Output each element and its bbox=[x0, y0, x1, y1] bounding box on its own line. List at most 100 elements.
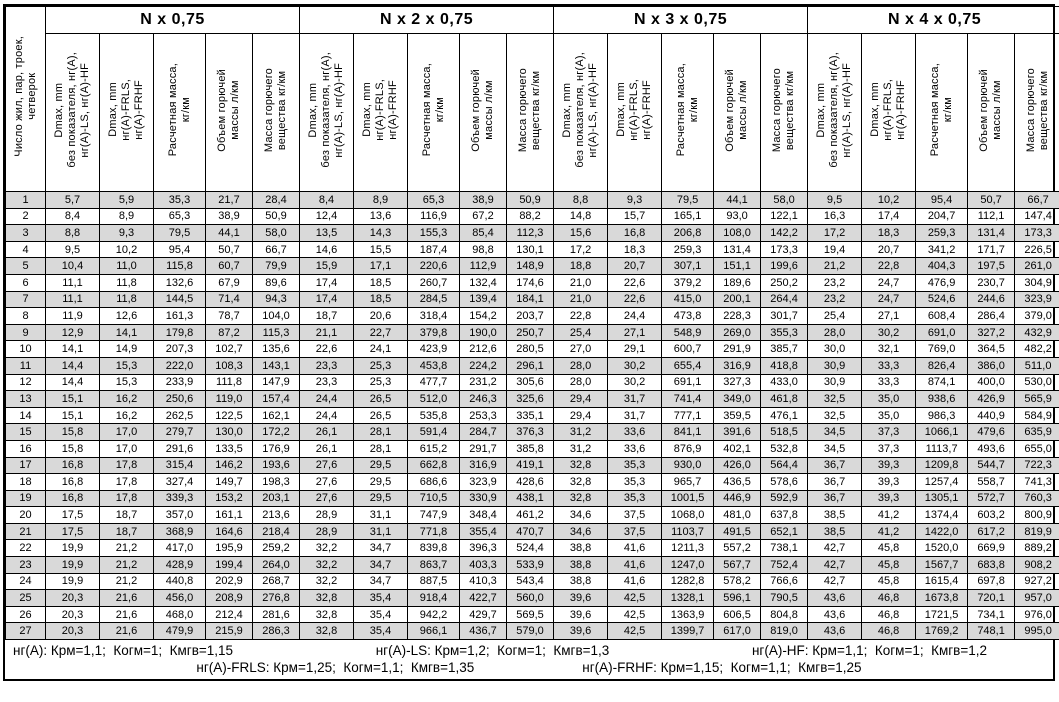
value-cell: 655,0 bbox=[1015, 440, 1059, 457]
value-cell: 8,4 bbox=[46, 208, 100, 225]
value-cell: 1247,0 bbox=[662, 557, 714, 574]
value-cell: 530,0 bbox=[1015, 374, 1059, 391]
value-cell: 637,8 bbox=[761, 507, 808, 524]
value-cell: 38,8 bbox=[554, 557, 608, 574]
value-cell: 17,4 bbox=[862, 208, 916, 225]
value-cell: 35,3 bbox=[608, 474, 662, 491]
value-cell: 44,1 bbox=[714, 192, 761, 209]
value-cell: 164,6 bbox=[206, 523, 253, 540]
value-cell: 419,1 bbox=[507, 457, 554, 474]
value-cell: 199,6 bbox=[761, 258, 808, 275]
subcolumn-header-g4-c2: Dmax, mm нг(А)-FRLS, нг(А)-FRHF bbox=[862, 34, 916, 192]
value-cell: 364,5 bbox=[968, 341, 1015, 358]
value-cell: 18,7 bbox=[300, 308, 354, 325]
value-cell: 21,0 bbox=[554, 274, 608, 291]
value-cell: 16,8 bbox=[46, 490, 100, 507]
value-cell: 14,4 bbox=[46, 374, 100, 391]
value-cell: 36,7 bbox=[808, 457, 862, 474]
value-cell: 24,4 bbox=[608, 308, 662, 325]
value-cell: 841,1 bbox=[662, 424, 714, 441]
value-cell: 584,9 bbox=[1015, 407, 1059, 424]
value-cell: 131,4 bbox=[714, 241, 761, 258]
value-cell: 436,5 bbox=[714, 474, 761, 491]
subcolumn-header-g3-c1: Dmax, mm без показателя, нг(А), нг(А)-LS… bbox=[554, 34, 608, 192]
value-cell: 15,9 bbox=[300, 258, 354, 275]
value-cell: 131,4 bbox=[968, 225, 1015, 242]
value-cell: 21,2 bbox=[100, 557, 154, 574]
value-cell: 1567,7 bbox=[916, 557, 968, 574]
value-cell: 927,2 bbox=[1015, 573, 1059, 590]
subcolumn-header-label: Dmax, mm нг(А)-FRLS, нг(А)-FRHF bbox=[361, 79, 400, 141]
value-cell: 149,7 bbox=[206, 474, 253, 491]
value-cell: 839,8 bbox=[408, 540, 460, 557]
coefficients-footer: нг(А): Крм=1,1; Когм=1; Кмгв=1,15 нг(А)-… bbox=[5, 640, 1053, 679]
value-cell: 207,3 bbox=[154, 341, 206, 358]
value-cell: 438,1 bbox=[507, 490, 554, 507]
value-cell: 32,2 bbox=[300, 573, 354, 590]
subcolumn-header-row: Dmax, mm без показателя, нг(А), нг(А)-LS… bbox=[6, 34, 1059, 192]
subcolumn-header-g1-c4: Объем горючей массы л/км bbox=[206, 34, 253, 192]
value-cell: 15,6 bbox=[554, 225, 608, 242]
value-cell: 28,0 bbox=[554, 374, 608, 391]
value-cell: 524,4 bbox=[507, 540, 554, 557]
subcolumn-header-g2-c4: Объем горючей массы л/км bbox=[460, 34, 507, 192]
value-cell: 246,3 bbox=[460, 391, 507, 408]
row-number: 27 bbox=[6, 623, 46, 640]
value-cell: 33,6 bbox=[608, 440, 662, 457]
value-cell: 741,3 bbox=[1015, 474, 1059, 491]
value-cell: 532,8 bbox=[761, 440, 808, 457]
value-cell: 400,0 bbox=[968, 374, 1015, 391]
value-cell: 286,4 bbox=[968, 308, 1015, 325]
value-cell: 291,9 bbox=[714, 341, 761, 358]
subcolumn-header-g2-c5: Масса горючего вещества кг/км bbox=[507, 34, 554, 192]
row-number: 8 bbox=[6, 308, 46, 325]
value-cell: 592,9 bbox=[761, 490, 808, 507]
value-cell: 17,0 bbox=[100, 440, 154, 457]
value-cell: 477,7 bbox=[408, 374, 460, 391]
value-cell: 20,7 bbox=[862, 241, 916, 258]
value-cell: 596,1 bbox=[714, 590, 761, 607]
value-cell: 11,0 bbox=[100, 258, 154, 275]
value-cell: 112,1 bbox=[968, 208, 1015, 225]
row-number: 12 bbox=[6, 374, 46, 391]
value-cell: 428,6 bbox=[507, 474, 554, 491]
value-cell: 37,3 bbox=[862, 440, 916, 457]
value-cell: 22,8 bbox=[554, 308, 608, 325]
value-cell: 323,9 bbox=[460, 474, 507, 491]
value-cell: 115,3 bbox=[253, 324, 300, 341]
value-cell: 42,5 bbox=[608, 606, 662, 623]
value-cell: 1769,2 bbox=[916, 623, 968, 640]
value-cell: 17,5 bbox=[46, 507, 100, 524]
value-cell: 203,7 bbox=[507, 308, 554, 325]
value-cell: 32,5 bbox=[808, 407, 862, 424]
value-cell: 32,8 bbox=[554, 474, 608, 491]
value-cell: 376,3 bbox=[507, 424, 554, 441]
value-cell: 23,2 bbox=[808, 291, 862, 308]
subcolumn-header-label: Dmax, mm нг(А)-FRLS, нг(А)-FRHF bbox=[869, 79, 908, 141]
value-cell: 18,7 bbox=[100, 507, 154, 524]
value-cell: 204,7 bbox=[916, 208, 968, 225]
value-cell: 1615,4 bbox=[916, 573, 968, 590]
value-cell: 942,2 bbox=[408, 606, 460, 623]
value-cell: 26,5 bbox=[354, 391, 408, 408]
value-cell: 38,8 bbox=[554, 573, 608, 590]
value-cell: 26,5 bbox=[354, 407, 408, 424]
value-cell: 27,6 bbox=[300, 474, 354, 491]
row-number: 14 bbox=[6, 407, 46, 424]
row-number: 22 bbox=[6, 540, 46, 557]
value-cell: 65,3 bbox=[408, 192, 460, 209]
row-number: 15 bbox=[6, 424, 46, 441]
value-cell: 572,7 bbox=[968, 490, 1015, 507]
value-cell: 31,1 bbox=[354, 523, 408, 540]
value-cell: 1305,1 bbox=[916, 490, 968, 507]
value-cell: 21,2 bbox=[100, 573, 154, 590]
value-cell: 32,2 bbox=[300, 540, 354, 557]
value-cell: 264,0 bbox=[253, 557, 300, 574]
value-cell: 1103,7 bbox=[662, 523, 714, 540]
value-cell: 21,0 bbox=[554, 291, 608, 308]
